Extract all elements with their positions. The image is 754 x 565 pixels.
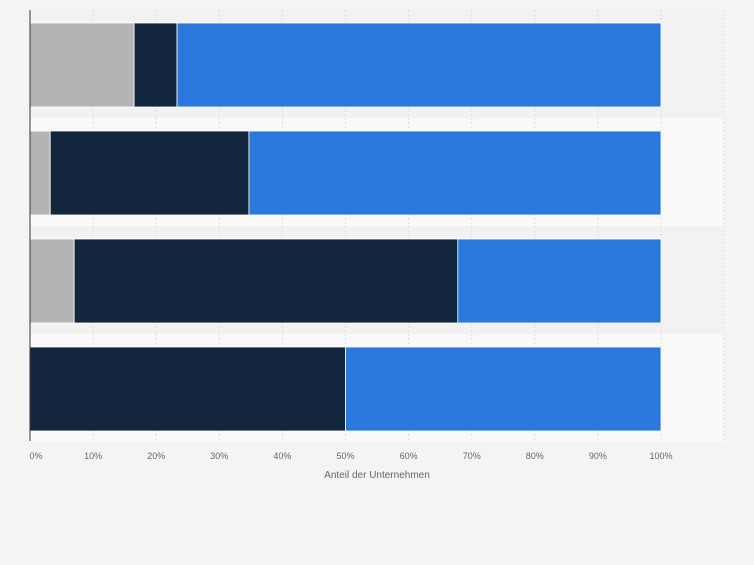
bar-segment — [29, 346, 346, 432]
x-tick-label: 30% — [210, 451, 228, 461]
bar-segment — [345, 346, 662, 432]
x-tick-label: 40% — [273, 451, 291, 461]
bar-segment — [248, 130, 662, 216]
x-tick-label: 50% — [336, 451, 354, 461]
bar-segment — [49, 130, 250, 216]
x-tick-label: 80% — [526, 451, 544, 461]
x-tick-label: 20% — [147, 451, 165, 461]
bars — [29, 22, 662, 432]
x-tick-label: 60% — [400, 451, 418, 461]
bar-segment — [29, 130, 51, 216]
bar-segment — [29, 22, 135, 108]
bar-segment — [176, 22, 662, 108]
bar-segment — [73, 238, 459, 324]
x-tick-label: 70% — [463, 451, 481, 461]
x-tick-label: 0% — [29, 451, 42, 461]
bar-segment — [457, 238, 662, 324]
bar-segment — [133, 22, 178, 108]
x-tick-labels: 0% 10% 20% 30% 40% 50% 60% 70% 80% 90% 100% — [29, 451, 672, 461]
x-tick-label: 10% — [84, 451, 102, 461]
x-axis-title: Anteil der Unternehmen — [324, 470, 430, 481]
x-tick-label: 90% — [589, 451, 607, 461]
bar-segment — [29, 238, 75, 324]
x-tick-label: 100% — [649, 451, 672, 461]
